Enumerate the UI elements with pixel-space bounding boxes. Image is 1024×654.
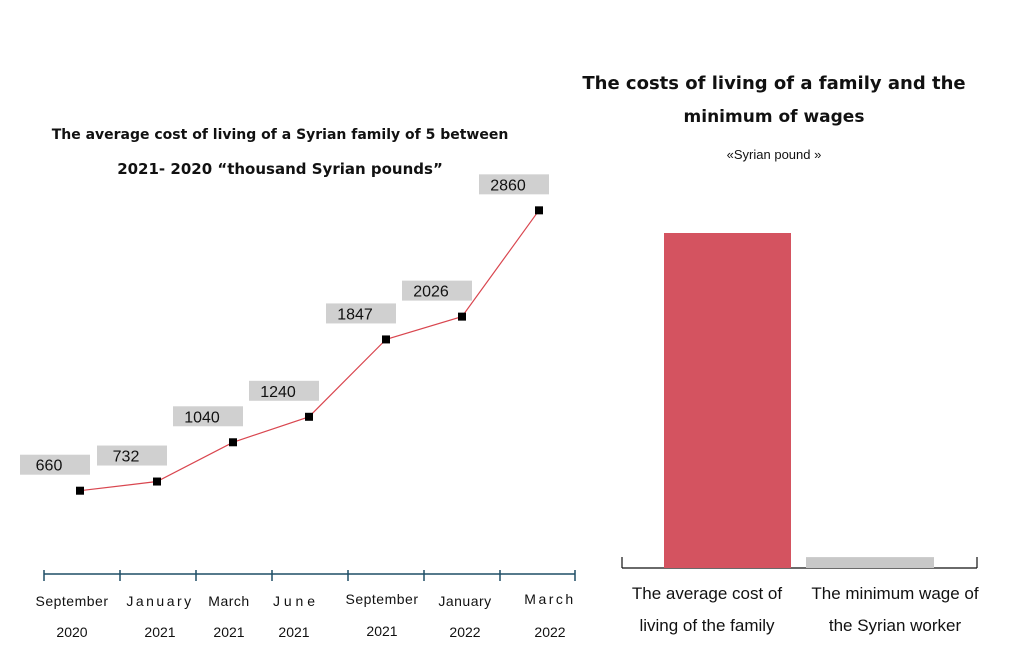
- x-tick-label-month: January: [126, 593, 193, 609]
- data-label-box: [173, 406, 243, 427]
- data-label: 1240: [260, 384, 296, 401]
- data-label: 660: [36, 458, 63, 475]
- data-point-marker: [153, 477, 161, 486]
- bar-chart-subtitle: «Syrian pound »: [726, 147, 822, 162]
- bar-category-label-line2: the Syrian worker: [829, 616, 962, 635]
- bar: [664, 233, 791, 568]
- x-tick-label-year: 2022: [449, 624, 480, 640]
- line-chart-title-line2: 2021- 2020 “thousand Syrian pounds”: [117, 160, 443, 178]
- data-label: 732: [113, 449, 140, 466]
- x-tick-label-year: 2021: [366, 623, 397, 639]
- bar: [806, 557, 934, 568]
- data-point-marker: [382, 335, 390, 344]
- data-point-marker: [305, 412, 313, 421]
- x-tick-label-year: 2021: [144, 624, 175, 640]
- data-label: 2860: [490, 177, 526, 194]
- data-point-marker: [535, 206, 543, 215]
- data-point-marker: [76, 486, 84, 495]
- x-tick-label-year: 2021: [278, 624, 309, 640]
- data-label: 1847: [337, 306, 373, 323]
- line-chart-title-line1: The average cost of living of a Syrian f…: [51, 127, 509, 143]
- data-label: 2026: [413, 284, 449, 301]
- bar-category-label-line2: living of the family: [639, 616, 775, 635]
- bar-category-label-line1: The average cost of: [632, 584, 783, 603]
- x-tick-label-month: January: [438, 593, 491, 609]
- x-tick-label-month: J u n e: [273, 593, 315, 609]
- x-tick-label-month: September: [346, 591, 419, 607]
- x-tick-label-year: 2022: [534, 624, 565, 640]
- data-label-box: [479, 174, 549, 195]
- data-label-box: [97, 445, 167, 466]
- x-tick-label-month: September: [36, 593, 109, 609]
- bar-chart-title-line2: minimum of wages: [683, 107, 865, 127]
- data-point-marker: [458, 312, 466, 321]
- data-label-box: [326, 303, 396, 324]
- line-chart: September 2020 January 2021 March 2021 J u n e…: [20, 174, 576, 640]
- data-label-box: [402, 280, 472, 301]
- bar-category-label-line1: The minimum wage of: [811, 584, 979, 603]
- data-label-box: [249, 380, 319, 401]
- x-tick-label-month: March: [524, 591, 575, 607]
- x-tick-label-year: 2020: [56, 624, 87, 640]
- data-point-marker: [229, 438, 237, 447]
- bar-chart: The average cost of living of the family T…: [621, 233, 979, 635]
- x-tick-label-month: March: [208, 593, 249, 609]
- bar-chart-title-line1: The costs of living of a family and the: [582, 73, 966, 94]
- data-label-box: [20, 454, 90, 475]
- x-tick-label-year: 2021: [213, 624, 244, 640]
- data-label: 1040: [184, 409, 220, 426]
